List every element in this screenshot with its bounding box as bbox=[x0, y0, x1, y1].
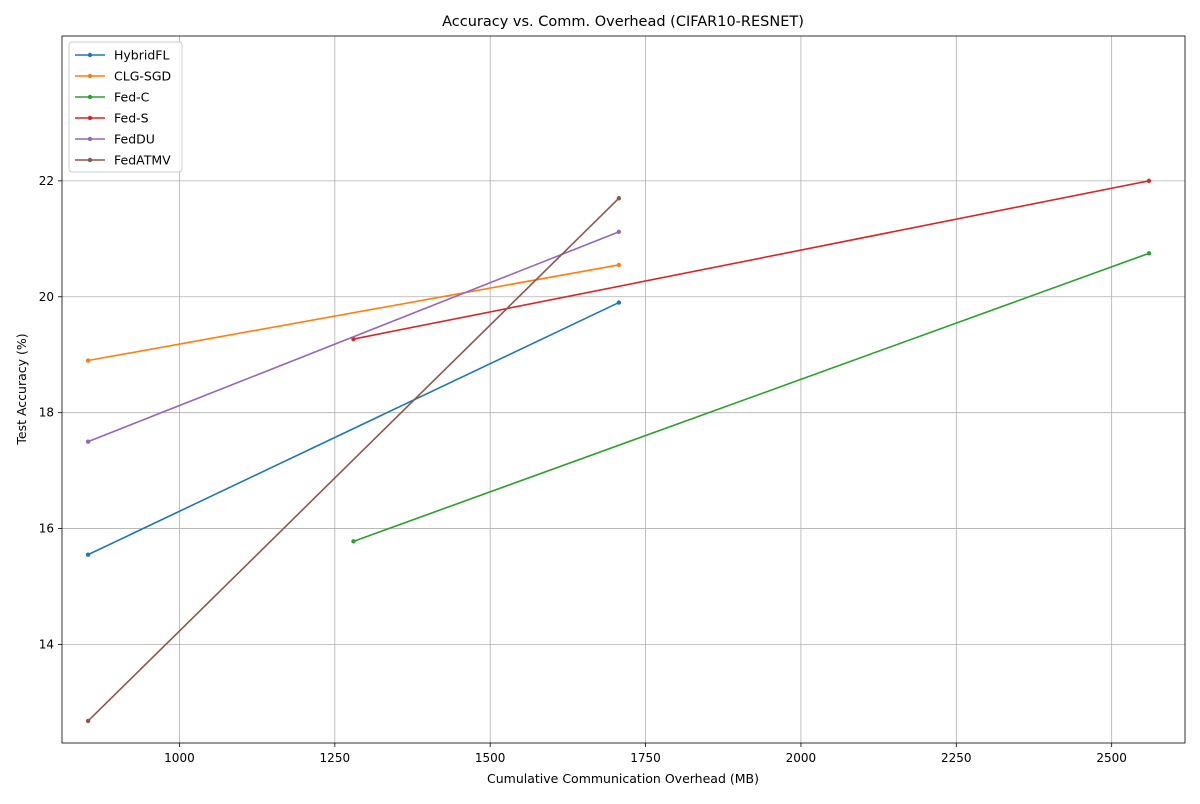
series-fedatmv bbox=[85, 196, 622, 724]
series-line-hybridfl bbox=[87, 301, 620, 556]
legend: HybridFL CLG-SGD Fed-C Fed-S FedDU FedATMV bbox=[68, 41, 183, 173]
legend-label: CLG-SGD bbox=[114, 69, 171, 84]
series-clg-sgd bbox=[85, 262, 622, 363]
x-tick-label: 1250 bbox=[320, 751, 351, 765]
data-point-clg-sgd bbox=[616, 262, 622, 268]
legend-label: Fed-S bbox=[114, 111, 149, 126]
legend-marker bbox=[87, 157, 93, 163]
series-line-fed-s bbox=[353, 180, 1150, 340]
legend-marker bbox=[87, 52, 93, 58]
series-fed-c bbox=[351, 251, 1152, 544]
plot-area-frame bbox=[61, 35, 1186, 744]
series-line-feddu bbox=[87, 231, 620, 443]
series-feddu bbox=[85, 229, 622, 444]
y-tick-label: 16 bbox=[39, 522, 54, 536]
data-point-clg-sgd bbox=[85, 358, 91, 363]
legend-item-fed-c: Fed-C bbox=[75, 90, 150, 105]
x-tick-label: 2250 bbox=[941, 751, 972, 765]
x-tick-label: 1500 bbox=[475, 751, 506, 765]
x-tick-label: 1750 bbox=[630, 751, 661, 765]
grid bbox=[62, 36, 1185, 743]
legend-label: FedATMV bbox=[114, 153, 171, 168]
y-tick-label: 22 bbox=[39, 174, 54, 188]
x-tick-label: 2000 bbox=[786, 751, 817, 765]
x-axis-label: Cumulative Communication Overhead (MB) bbox=[487, 771, 759, 786]
y-tick-label: 14 bbox=[39, 637, 54, 651]
x-axis-ticks: 1000 1250 1500 1750 2000 2250 2500 bbox=[164, 743, 1127, 765]
data-point-fed-c bbox=[1146, 251, 1152, 256]
series-fed-s bbox=[351, 178, 1152, 342]
series-line-clg-sgd bbox=[87, 264, 619, 362]
data-point-feddu bbox=[85, 439, 91, 444]
legend-marker bbox=[87, 136, 93, 142]
legend-label: FedDU bbox=[114, 132, 155, 147]
legend-items: HybridFL CLG-SGD Fed-C Fed-S FedDU FedATMV bbox=[75, 48, 171, 168]
y-axis-label: Test Accuracy (%) bbox=[14, 333, 29, 445]
y-tick-label: 18 bbox=[39, 406, 54, 420]
y-tick-label: 20 bbox=[39, 290, 54, 304]
series-hybridfl bbox=[85, 300, 622, 557]
data-point-fedatmv bbox=[85, 718, 91, 724]
series-line-fedatmv bbox=[87, 197, 620, 722]
data-point-hybridfl bbox=[616, 300, 622, 305]
legend-marker bbox=[87, 115, 93, 121]
x-tick-label: 2500 bbox=[1096, 751, 1127, 765]
data-point-fedatmv bbox=[616, 196, 622, 201]
data-point-hybridfl bbox=[85, 552, 91, 557]
legend-label: HybridFL bbox=[114, 48, 169, 63]
data-point-fed-c bbox=[351, 539, 356, 544]
legend-item-hybridfl: HybridFL bbox=[75, 48, 169, 63]
legend-item-fedatmv: FedATMV bbox=[75, 153, 171, 168]
data-point-fed-s bbox=[1146, 178, 1152, 184]
series-lines bbox=[85, 178, 1152, 724]
y-axis-ticks: 14 16 18 20 22 bbox=[39, 174, 62, 651]
chart-title: Accuracy vs. Comm. Overhead (CIFAR10-RES… bbox=[442, 14, 804, 30]
legend-marker bbox=[87, 94, 93, 100]
data-point-feddu bbox=[616, 229, 622, 235]
series-line-fed-c bbox=[353, 252, 1150, 543]
legend-item-feddu: FedDU bbox=[75, 132, 155, 147]
legend-item-fed-s: Fed-S bbox=[75, 111, 149, 126]
x-tick-label: 1000 bbox=[164, 751, 195, 765]
legend-label: Fed-C bbox=[114, 90, 150, 105]
legend-marker bbox=[87, 73, 93, 79]
legend-item-clg-sgd: CLG-SGD bbox=[75, 69, 171, 84]
